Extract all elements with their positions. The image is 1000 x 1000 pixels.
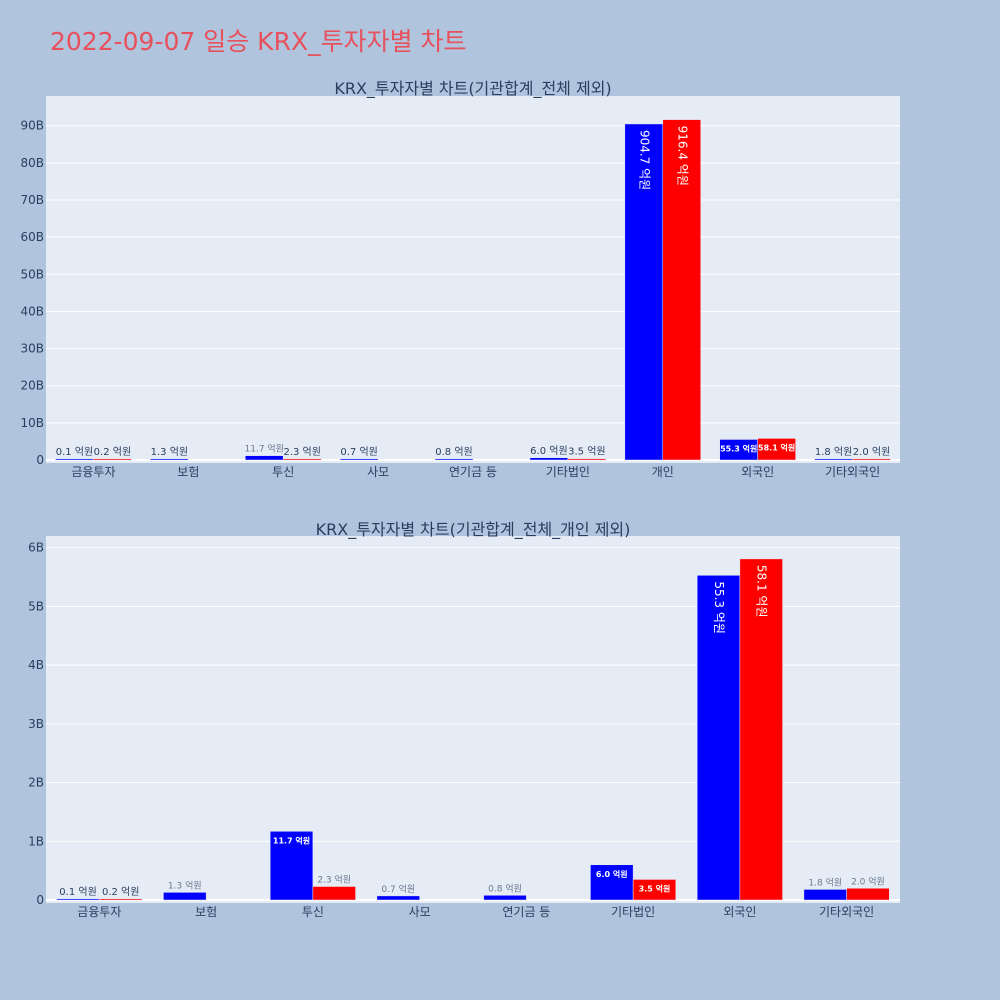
y-tick-label: 0 xyxy=(36,453,44,467)
x-tick-label: 사모 xyxy=(409,905,431,919)
data-label: 1.3 억원 xyxy=(151,446,188,458)
y-tick-label: 10B xyxy=(20,416,44,430)
data-label: 58.1 억원 xyxy=(758,442,795,452)
bar xyxy=(624,123,664,461)
x-tick-label: 금융투자 xyxy=(71,465,115,479)
data-label: 6.0 억원 xyxy=(530,445,567,457)
bar xyxy=(803,889,847,901)
bar xyxy=(163,892,207,901)
data-label: 1.8 억원 xyxy=(808,876,842,888)
chart-title: KRX_투자자별 차트(기관합계_전체_개인 제외) xyxy=(316,520,631,540)
chart-1: 0 10B 20B 30B 40B 50B 60B 70B 80B 90B KRX_투자자별 차트(… xyxy=(20,79,900,479)
data-label: 55.3 억원 xyxy=(720,443,757,453)
data-label: 55.3 억원 xyxy=(712,581,726,634)
x-tick-label: 개인 xyxy=(652,465,674,479)
data-label: 0.8 억원 xyxy=(488,882,522,894)
data-label: 2.0 억원 xyxy=(853,446,890,458)
x-tick-label: 사모 xyxy=(367,465,389,479)
data-label: 0.7 억원 xyxy=(340,446,377,458)
bar xyxy=(632,879,677,901)
y-tick-label: 50B xyxy=(20,267,44,281)
plot-area xyxy=(46,96,900,463)
data-label: 0.2 억원 xyxy=(94,446,131,458)
bar xyxy=(269,831,314,901)
bar xyxy=(93,458,132,461)
data-label: 2.0 억원 xyxy=(851,875,885,887)
data-label: 0.7 억원 xyxy=(381,883,415,895)
bar xyxy=(696,575,741,901)
data-label: 11.7 억원 xyxy=(273,835,310,845)
x-tick-label: 투신 xyxy=(272,465,294,479)
data-label: 6.0 억원 xyxy=(596,869,628,879)
data-label: 0.2 억원 xyxy=(102,886,139,898)
bar xyxy=(56,898,100,901)
bar xyxy=(590,864,634,901)
y-tick-label: 40B xyxy=(20,304,44,318)
x-tick-label: 외국인 xyxy=(723,905,756,919)
bar xyxy=(245,455,284,461)
chart-title: KRX_투자자별 차트(기관합계_전체 제외) xyxy=(334,79,611,99)
x-tick-label: 투신 xyxy=(302,905,324,919)
y-tick-label: 4B xyxy=(28,658,44,672)
y-tick-label: 2B xyxy=(28,776,44,790)
bar xyxy=(282,458,322,461)
data-label: 3.5 억원 xyxy=(568,446,605,458)
bar xyxy=(55,458,94,461)
bar xyxy=(339,458,379,461)
chart-2: 0 1B 2B 3B 4B 5B 6B KRX_투자자별 차트(기관합계_전체_개인 제외) 금… xyxy=(28,520,900,919)
data-label: 2.3 억원 xyxy=(283,446,320,458)
bar xyxy=(529,457,569,461)
bar xyxy=(739,558,783,901)
bar xyxy=(376,895,420,901)
data-label: 916.4 억원 xyxy=(675,126,689,186)
x-tick-label: 기타외국인 xyxy=(819,905,874,919)
y-tick-label: 6B xyxy=(28,541,44,555)
bar xyxy=(852,458,891,461)
bar xyxy=(150,458,189,461)
data-label: 58.1 억원 xyxy=(755,565,769,618)
data-label: 11.7 억원 xyxy=(245,443,284,455)
data-label: 0.8 억원 xyxy=(435,446,472,458)
x-tick-label: 보험 xyxy=(195,905,217,919)
bar xyxy=(99,898,143,901)
data-label: 0.1 억원 xyxy=(59,886,96,898)
bar xyxy=(757,438,796,461)
x-tick-label: 보험 xyxy=(177,465,199,479)
bar xyxy=(483,895,527,901)
y-tick-label: 0 xyxy=(36,893,44,907)
x-tick-label: 기타외국인 xyxy=(825,465,880,479)
y-tick-label: 90B xyxy=(20,119,44,133)
x-tick-label: 외국인 xyxy=(741,465,774,479)
x-tick-label: 기타법인 xyxy=(611,905,655,919)
bar xyxy=(814,458,853,461)
bar xyxy=(312,886,356,901)
data-label: 1.3 억원 xyxy=(168,879,202,891)
y-tick-label: 5B xyxy=(28,599,44,613)
x-tick-label: 연기금 등 xyxy=(502,905,550,919)
bar xyxy=(567,458,607,461)
data-label: 1.8 억원 xyxy=(815,446,852,458)
y-tick-label: 3B xyxy=(28,717,44,731)
page-title: 2022-09-07 일승 KRX_투자자별 차트 xyxy=(50,27,467,56)
y-tick-label: 60B xyxy=(20,230,44,244)
bar xyxy=(662,119,701,461)
y-tick-label: 80B xyxy=(20,156,44,170)
data-label: 2.3 억원 xyxy=(317,873,351,885)
y-tick-label: 20B xyxy=(20,379,44,393)
bar xyxy=(434,458,474,461)
x-tick-label: 금융투자 xyxy=(77,905,121,919)
y-tick-label: 30B xyxy=(20,342,44,356)
data-label: 904.7 억원 xyxy=(637,130,651,190)
x-tick-label: 기타법인 xyxy=(546,465,590,479)
data-label: 0.1 억원 xyxy=(56,446,93,458)
bar xyxy=(846,888,890,901)
y-tick-label: 70B xyxy=(20,193,44,207)
x-tick-label: 연기금 등 xyxy=(449,465,497,479)
data-label: 3.5 억원 xyxy=(639,883,671,893)
y-tick-label: 1B xyxy=(28,834,44,848)
